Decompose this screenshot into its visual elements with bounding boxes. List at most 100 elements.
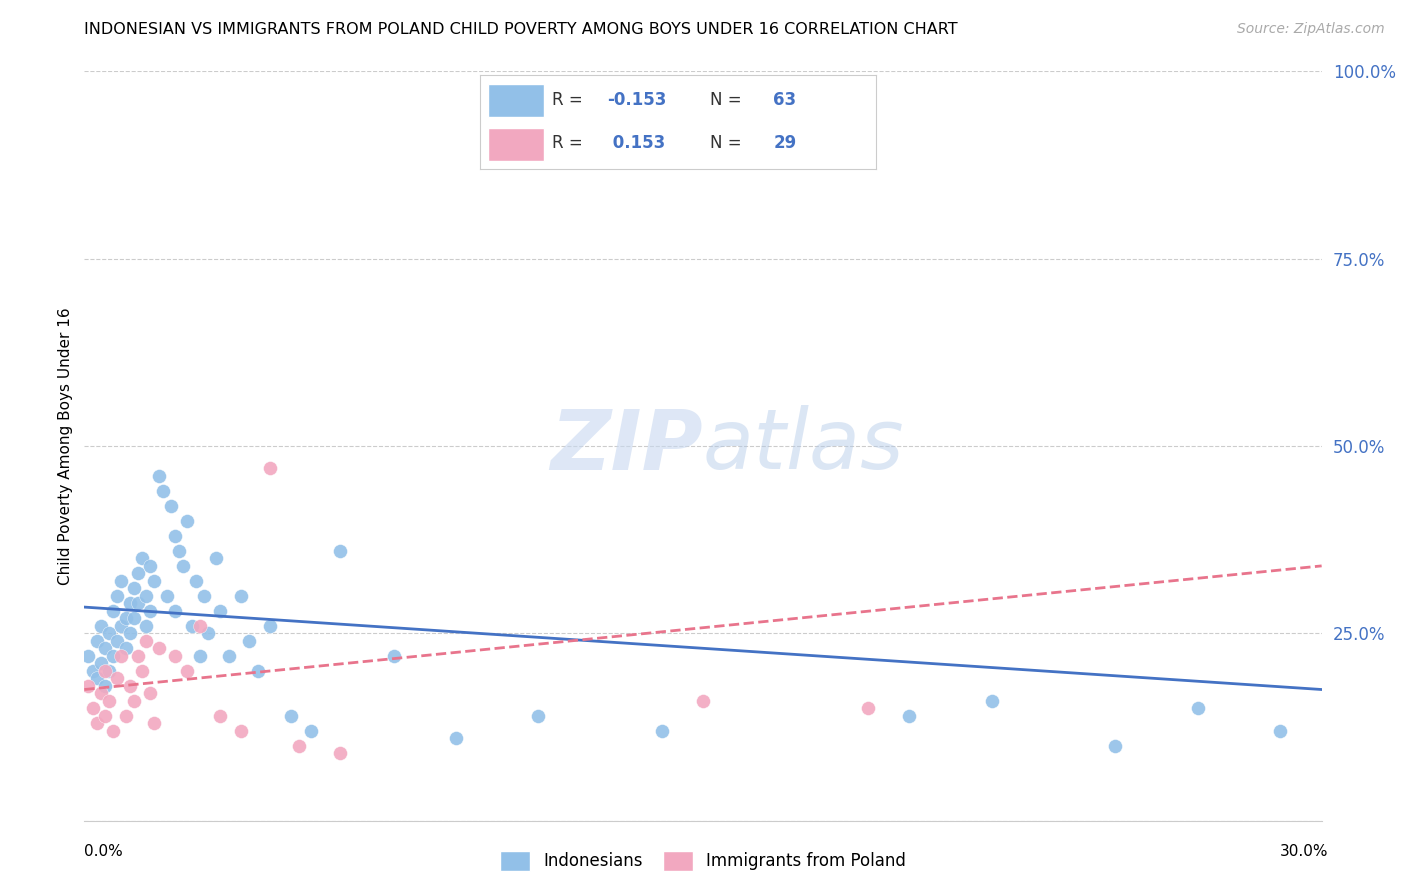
Text: Source: ZipAtlas.com: Source: ZipAtlas.com (1237, 22, 1385, 37)
Point (110, 619, 132, 633)
Point (527, 708, 550, 723)
Text: INDONESIAN VS IMMIGRANTS FROM POLAND CHILD POVERTY AMONG BOYS UNDER 16 CORRELATI: INDONESIAN VS IMMIGRANTS FROM POLAND CHI… (84, 22, 957, 37)
Point (280, 708, 302, 723)
Point (98, 694, 121, 708)
Point (127, 566, 149, 581)
Point (143, 574, 166, 588)
Y-axis label: Child Poverty Among Boys Under 16: Child Poverty Among Boys Under 16 (58, 307, 73, 585)
Point (122, 611, 145, 625)
Point (139, 558, 162, 573)
Point (135, 589, 157, 603)
Text: ZIP: ZIP (550, 406, 703, 486)
Point (94, 708, 117, 723)
Point (77, 679, 100, 693)
Point (156, 589, 179, 603)
Point (188, 648, 211, 663)
Point (329, 544, 352, 558)
Point (188, 619, 211, 633)
Point (229, 589, 252, 603)
Point (167, 544, 190, 558)
Point (184, 574, 207, 588)
Point (90, 619, 112, 633)
Point (692, 694, 714, 708)
Point (139, 686, 162, 700)
Point (1187, 701, 1209, 715)
Point (135, 619, 157, 633)
Point (288, 739, 311, 753)
Legend: Indonesians, Immigrants from Poland: Indonesians, Immigrants from Poland (492, 842, 914, 880)
Point (165, 648, 187, 663)
Point (444, 731, 467, 746)
Point (651, 723, 673, 738)
Point (209, 708, 232, 723)
Point (82, 701, 104, 715)
Text: atlas: atlas (703, 406, 904, 486)
Point (127, 648, 149, 663)
Point (898, 708, 921, 723)
Point (259, 461, 281, 475)
Point (94, 641, 117, 656)
Point (176, 664, 198, 678)
Point (131, 664, 153, 678)
Point (94, 679, 117, 693)
Point (86, 671, 108, 685)
Point (127, 596, 149, 610)
Point (172, 558, 194, 573)
Point (90, 657, 112, 671)
Point (246, 664, 269, 678)
Point (329, 746, 352, 760)
Point (1104, 739, 1126, 753)
Point (148, 641, 170, 656)
Point (94, 664, 117, 678)
Point (229, 723, 252, 738)
Point (122, 582, 145, 596)
Point (103, 604, 125, 618)
Point (180, 619, 202, 633)
Point (165, 529, 187, 543)
Point (122, 694, 145, 708)
Point (135, 633, 157, 648)
Point (110, 648, 132, 663)
Point (160, 499, 183, 513)
Point (193, 589, 215, 603)
Point (176, 514, 198, 528)
Point (114, 611, 136, 625)
Point (238, 633, 260, 648)
Point (118, 626, 141, 640)
Text: 0.0%: 0.0% (84, 845, 124, 859)
Point (856, 701, 879, 715)
Point (152, 483, 174, 498)
Point (86, 716, 108, 731)
Point (114, 708, 136, 723)
Point (209, 604, 232, 618)
Point (299, 723, 322, 738)
Point (205, 551, 228, 566)
Point (90, 686, 112, 700)
Point (382, 648, 405, 663)
Point (98, 626, 121, 640)
Point (148, 469, 170, 483)
Point (139, 604, 162, 618)
Point (105, 671, 128, 685)
Point (118, 679, 141, 693)
Point (118, 596, 141, 610)
Point (103, 723, 125, 738)
Point (980, 694, 1002, 708)
Text: 30.0%: 30.0% (1281, 845, 1329, 859)
Point (114, 641, 136, 656)
Point (218, 648, 240, 663)
Point (1270, 723, 1292, 738)
Point (259, 619, 281, 633)
Point (82, 664, 104, 678)
Point (197, 626, 219, 640)
Point (86, 633, 108, 648)
Point (105, 589, 128, 603)
Point (143, 716, 166, 731)
Point (103, 648, 125, 663)
Point (110, 574, 132, 588)
Point (105, 633, 128, 648)
Point (77, 648, 100, 663)
Point (98, 664, 121, 678)
Point (131, 551, 153, 566)
Point (165, 604, 187, 618)
